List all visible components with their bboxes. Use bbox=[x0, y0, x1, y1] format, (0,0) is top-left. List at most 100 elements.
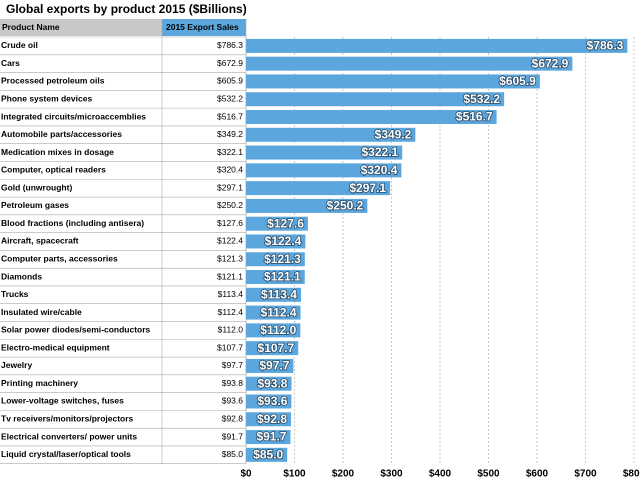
bar-label: $113.4 bbox=[261, 287, 297, 301]
product-name: Aircraft, spacecraft bbox=[1, 236, 79, 246]
sales-value: $113.4 bbox=[218, 289, 244, 299]
bar bbox=[246, 38, 628, 53]
bar bbox=[246, 252, 305, 267]
header-cell bbox=[162, 19, 246, 36]
bar-label: $93.8 bbox=[257, 376, 287, 390]
bar-label: $605.9 bbox=[499, 74, 536, 88]
sales-value: $516.7 bbox=[217, 111, 243, 121]
bar bbox=[246, 216, 308, 231]
bar-label: $127.6 bbox=[267, 216, 304, 230]
sales-value: $121.1 bbox=[217, 271, 243, 281]
product-name: Jewelry bbox=[1, 360, 32, 370]
sales-value: $297.1 bbox=[217, 182, 243, 192]
bar bbox=[246, 74, 540, 89]
bar-label: $672.9 bbox=[532, 56, 569, 70]
sales-value: $127.6 bbox=[217, 218, 243, 228]
product-name: Crude oil bbox=[1, 40, 38, 50]
sales-value: $532.2 bbox=[217, 93, 243, 103]
sales-value: $97.7 bbox=[222, 360, 244, 370]
bar bbox=[246, 412, 292, 427]
bar bbox=[246, 394, 292, 409]
sales-value: $121.3 bbox=[217, 254, 243, 264]
bar bbox=[246, 323, 301, 338]
bar bbox=[246, 92, 505, 107]
x-tick-label: $200 bbox=[332, 469, 355, 480]
product-name: Gold (unwrought) bbox=[1, 182, 72, 192]
product-name: Solar power diodes/semi-conductors bbox=[1, 325, 151, 335]
product-name: Printing machinery bbox=[1, 378, 78, 388]
bar bbox=[246, 270, 305, 285]
product-name: Trucks bbox=[1, 289, 29, 299]
bar bbox=[246, 287, 301, 302]
product-name: Insulated wire/cable bbox=[1, 307, 82, 317]
sales-value: $92.8 bbox=[222, 414, 244, 424]
product-name: Integrated circuits/microaccemblies bbox=[1, 111, 146, 121]
sales-value: $112.0 bbox=[218, 325, 244, 335]
chart-title: Global exports by product 2015 ($Billion… bbox=[6, 2, 247, 16]
x-tick-label: $400 bbox=[429, 469, 452, 480]
sales-value: $349.2 bbox=[217, 129, 243, 139]
bar-label: $91.7 bbox=[256, 430, 286, 444]
sales-value: $112.4 bbox=[218, 307, 244, 317]
column-header: Product Name bbox=[2, 22, 60, 32]
bar-label: $93.6 bbox=[257, 394, 287, 408]
bar-label: $107.7 bbox=[258, 341, 295, 355]
product-name: Lower-voltage switches, fuses bbox=[1, 396, 124, 406]
sales-value: $605.9 bbox=[217, 76, 243, 86]
bar-label: $516.7 bbox=[456, 110, 493, 124]
x-tick-label: $0 bbox=[240, 469, 252, 480]
sales-value: $85.0 bbox=[222, 449, 244, 459]
sales-value: $122.4 bbox=[217, 236, 243, 246]
bar-label: $322.1 bbox=[362, 145, 399, 159]
bar-label: $112.4 bbox=[260, 305, 296, 319]
product-name: Blood fractions (including antisera) bbox=[1, 218, 144, 228]
sales-value: $107.7 bbox=[217, 342, 243, 352]
bar bbox=[246, 305, 301, 320]
bar bbox=[246, 341, 299, 356]
x-tick-label: $500 bbox=[477, 469, 500, 480]
bar bbox=[246, 110, 497, 125]
bar bbox=[246, 56, 573, 71]
x-tick-label: $700 bbox=[574, 469, 597, 480]
bar-label: $85.0 bbox=[253, 448, 283, 462]
sales-value: $250.2 bbox=[217, 200, 243, 210]
bar-label: $250.2 bbox=[327, 199, 364, 213]
bar bbox=[246, 163, 402, 178]
bar bbox=[246, 447, 288, 462]
product-name: Liquid crystal/laser/optical tools bbox=[1, 449, 131, 459]
sales-value: $320.4 bbox=[217, 165, 243, 175]
x-tick-label: $600 bbox=[526, 469, 549, 480]
bar-label: $92.8 bbox=[257, 412, 287, 426]
bar-label: $121.3 bbox=[264, 252, 301, 266]
product-name: Diamonds bbox=[1, 271, 42, 281]
x-tick-label: $100 bbox=[283, 469, 306, 480]
bar bbox=[246, 376, 292, 391]
bar-label: $349.2 bbox=[375, 127, 412, 141]
bar bbox=[246, 181, 391, 196]
product-name: Phone system devices bbox=[1, 93, 92, 103]
product-name: Tv receivers/monitors/projectors bbox=[1, 414, 134, 424]
bar bbox=[246, 198, 368, 213]
product-name: Cars bbox=[1, 58, 20, 68]
bar-label: $297.1 bbox=[349, 181, 386, 195]
x-tick-label: $300 bbox=[380, 469, 403, 480]
bar bbox=[246, 234, 306, 249]
bar-label: $122.4 bbox=[265, 234, 302, 248]
sales-value: $93.8 bbox=[222, 378, 244, 388]
bar-label: $97.7 bbox=[259, 359, 289, 373]
bar bbox=[246, 145, 403, 160]
product-name: Automobile parts/accessories bbox=[1, 129, 122, 139]
bar-label: $112.0 bbox=[260, 323, 296, 337]
sales-value: $672.9 bbox=[217, 58, 243, 68]
bar-label: $320.4 bbox=[361, 163, 398, 177]
column-header: 2015 Export Sales bbox=[166, 22, 239, 32]
x-tick-label: $800 bbox=[623, 469, 640, 480]
sales-value: $322.1 bbox=[217, 147, 243, 157]
product-name: Processed petroleum oils bbox=[1, 76, 105, 86]
product-name: Computer parts, accessories bbox=[1, 254, 118, 264]
bar-label: $121.1 bbox=[264, 270, 301, 284]
sales-value: $786.3 bbox=[217, 40, 243, 50]
product-name: Electro-medical equipment bbox=[1, 342, 110, 352]
product-name: Computer, optical readers bbox=[1, 165, 106, 175]
